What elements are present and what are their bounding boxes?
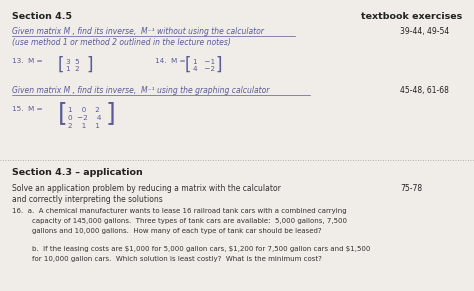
Text: Solve an application problem by reducing a matrix with the calculator: Solve an application problem by reducing… xyxy=(12,184,281,193)
Text: textbook exercises: textbook exercises xyxy=(361,12,462,21)
Text: 45-48, 61-68: 45-48, 61-68 xyxy=(400,86,449,95)
Text: 3  5: 3 5 xyxy=(66,59,80,65)
Text: 2    1    1: 2 1 1 xyxy=(68,123,100,129)
Text: gallons and 10,000 gallons.  How many of each type of tank car should be leased?: gallons and 10,000 gallons. How many of … xyxy=(32,228,322,234)
Text: 0  −2    4: 0 −2 4 xyxy=(68,115,101,121)
Text: [: [ xyxy=(58,101,68,125)
Text: Given matrix M , find its inverse,  M⁻¹ without using the calculator: Given matrix M , find its inverse, M⁻¹ w… xyxy=(12,27,264,36)
Text: [: [ xyxy=(185,56,191,74)
Text: 75-78: 75-78 xyxy=(400,184,422,193)
Text: 1   −1: 1 −1 xyxy=(193,59,215,65)
Text: and correctly interpreting the solutions: and correctly interpreting the solutions xyxy=(12,195,163,204)
Text: ]: ] xyxy=(215,56,221,74)
Text: 39-44, 49-54: 39-44, 49-54 xyxy=(400,27,449,36)
Text: 13.  M =: 13. M = xyxy=(12,58,45,64)
Text: 1    0    2: 1 0 2 xyxy=(68,107,100,113)
Text: ]: ] xyxy=(86,56,92,74)
Text: b.  If the leasing costs are $1,000 for 5,000 gallon cars, $1,200 for 7,500 gall: b. If the leasing costs are $1,000 for 5… xyxy=(32,246,370,252)
Text: for 10,000 gallon cars.  Which solution is least costly?  What is the minimum co: for 10,000 gallon cars. Which solution i… xyxy=(32,256,322,262)
Text: 1  2: 1 2 xyxy=(66,66,80,72)
Text: capacity of 145,000 gallons.  Three types of tank cars are available:  5,000 gal: capacity of 145,000 gallons. Three types… xyxy=(32,218,347,224)
Text: ]: ] xyxy=(106,101,116,125)
Text: (use method 1 or method 2 outlined in the lecture notes): (use method 1 or method 2 outlined in th… xyxy=(12,38,231,47)
Text: Section 4.3 – application: Section 4.3 – application xyxy=(12,168,143,177)
Text: 15.  M =: 15. M = xyxy=(12,106,45,112)
Text: Section 4.5: Section 4.5 xyxy=(12,12,72,21)
Text: 14.  M =: 14. M = xyxy=(155,58,188,64)
Text: Given matrix M , find its inverse,  M⁻¹ using the graphing calculator: Given matrix M , find its inverse, M⁻¹ u… xyxy=(12,86,269,95)
Text: [: [ xyxy=(58,56,64,74)
Text: 4   −2: 4 −2 xyxy=(193,66,215,72)
Text: 16.  a.  A chemical manufacturer wants to lease 16 railroad tank cars with a com: 16. a. A chemical manufacturer wants to … xyxy=(12,208,346,214)
